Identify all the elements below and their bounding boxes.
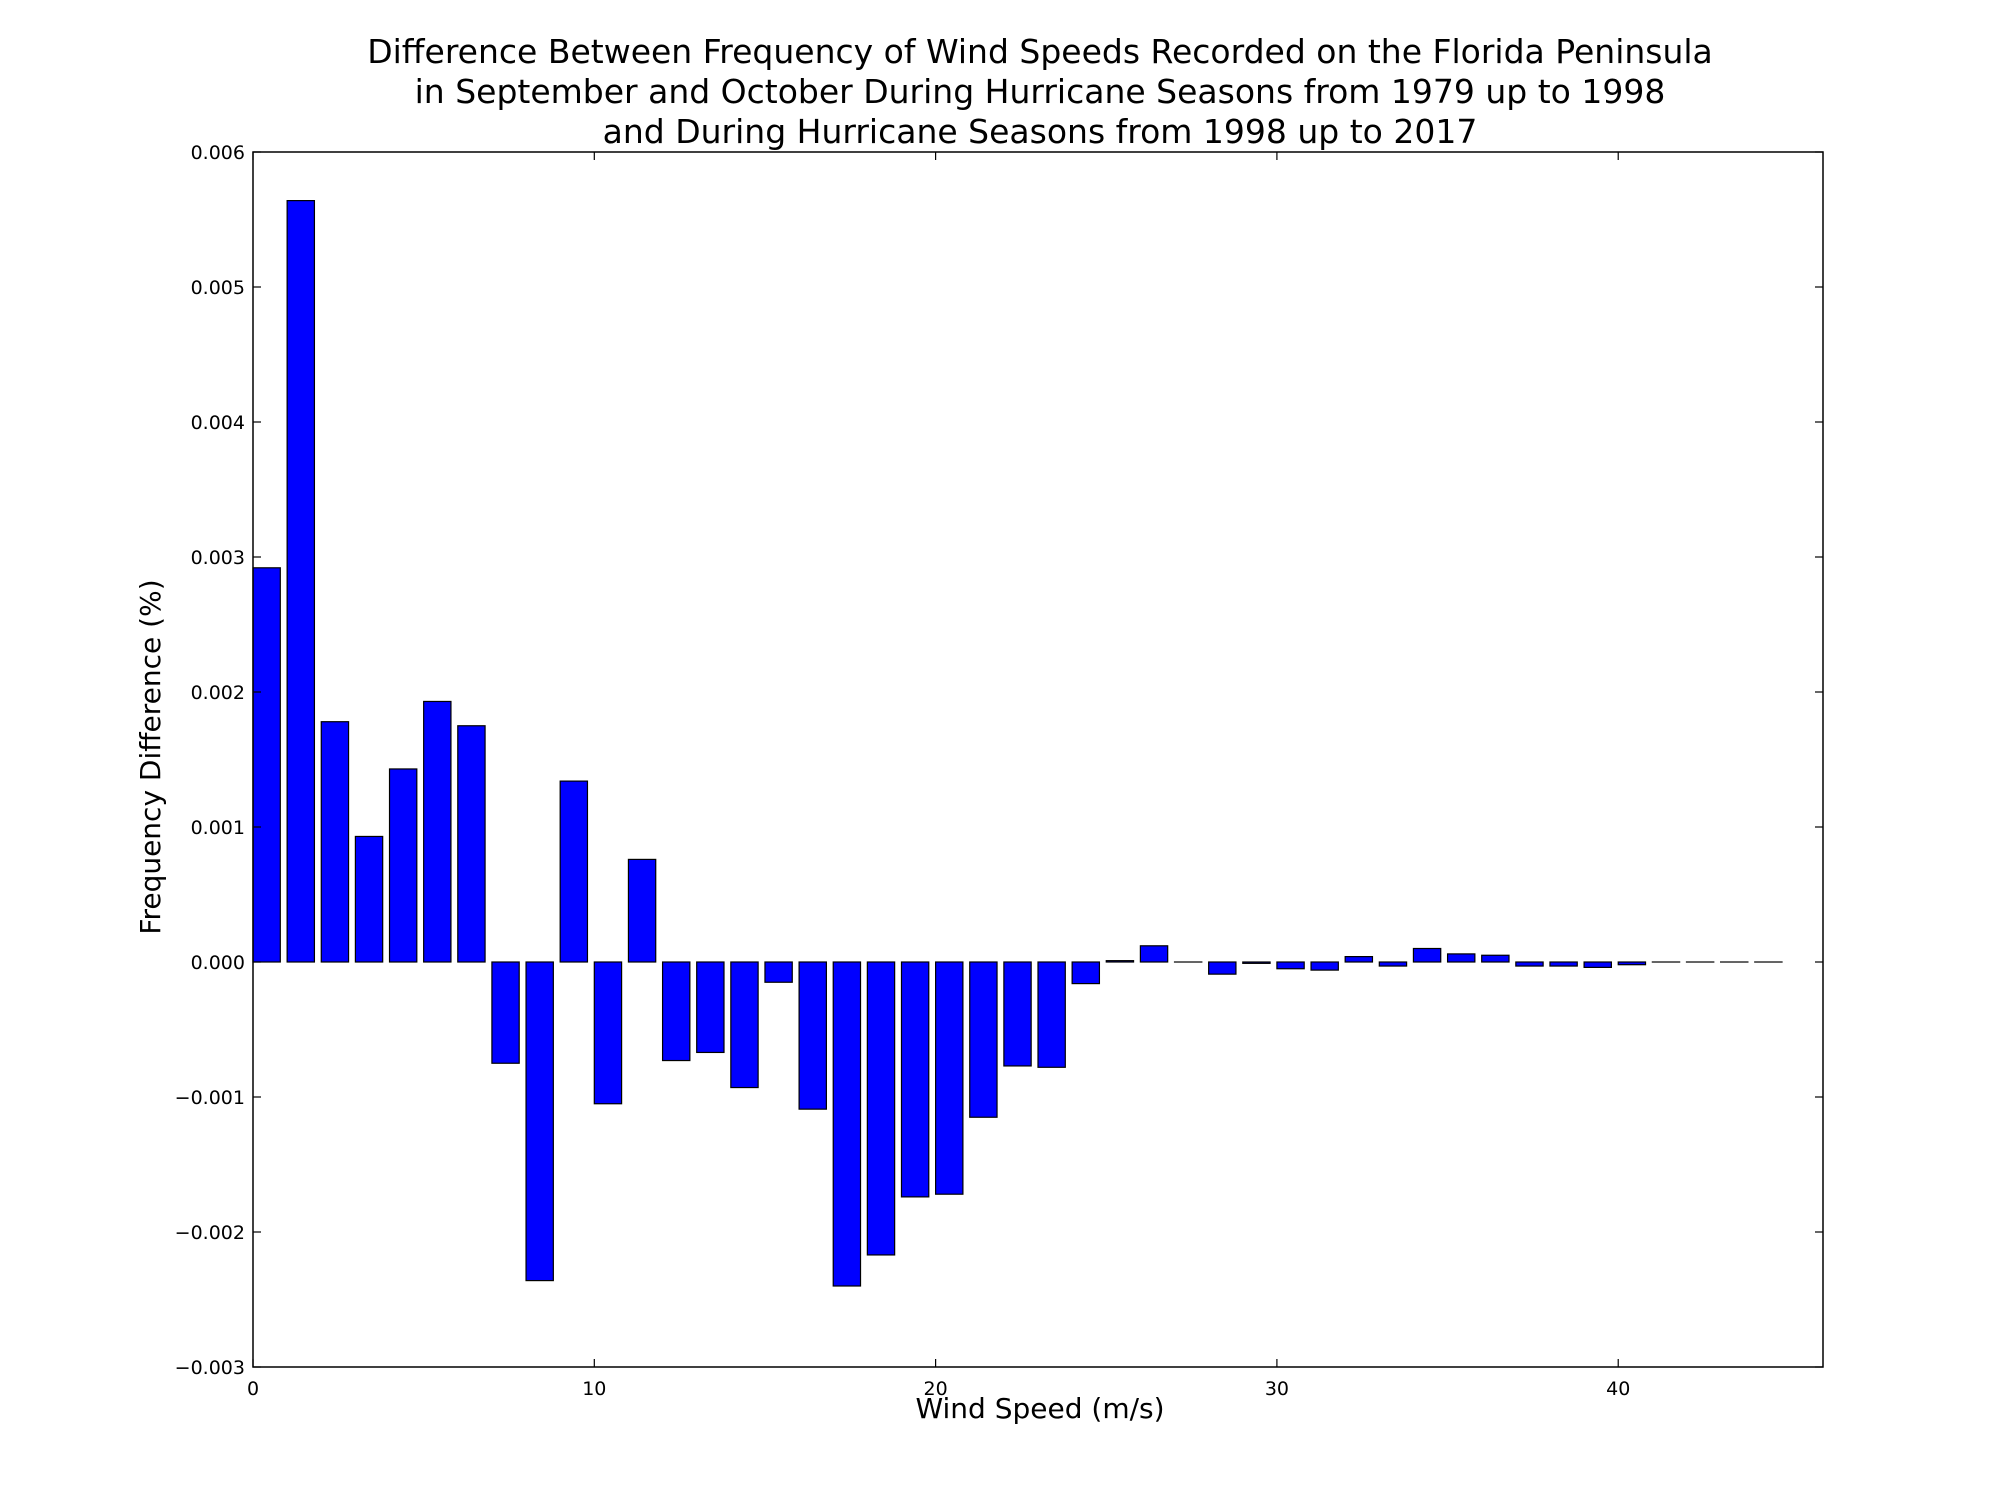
bar-25 [1105, 960, 1135, 963]
bar-26 [1139, 945, 1169, 963]
y-tick-label: 0.002 [191, 682, 245, 704]
bar-20 [935, 961, 964, 1195]
y-tick-label: −0.001 [175, 1087, 245, 1109]
bar-13 [696, 961, 725, 1054]
bar-8 [525, 961, 554, 1282]
y-tick-label: 0.005 [191, 277, 245, 299]
bar-11 [627, 858, 657, 963]
chart-title-line-3: and During Hurricane Seasons from 1998 u… [603, 112, 1478, 151]
bar-40 [1617, 961, 1647, 966]
bar-31 [1310, 961, 1339, 971]
bar-15 [764, 961, 793, 983]
chart-title-line-1: Difference Between Frequency of Wind Spe… [367, 32, 1713, 71]
y-tick-label: 0.003 [191, 547, 245, 569]
chart-title: Difference Between Frequency of Wind Spe… [367, 32, 1713, 151]
bar-23 [1037, 961, 1066, 1068]
bar-21 [969, 961, 998, 1118]
bar-29 [1242, 961, 1271, 964]
x-tick-label: 30 [1265, 1378, 1289, 1400]
bar-34 [1412, 947, 1442, 963]
chart-title-line-2: in September and October During Hurrican… [415, 72, 1666, 111]
bar-16 [798, 961, 827, 1110]
y-tick-label: 0.006 [191, 142, 245, 164]
y-axis-label: Frequency Difference (%) [134, 579, 167, 934]
y-tick-label: 0.000 [191, 952, 245, 974]
bar-7 [491, 961, 520, 1064]
bar-19 [900, 961, 930, 1198]
bar-12 [661, 961, 691, 1062]
x-tick-label: 0 [247, 1378, 259, 1400]
y-tick-label: 0.004 [191, 412, 245, 434]
bar-33 [1378, 961, 1408, 967]
y-tick-label: −0.002 [175, 1222, 245, 1244]
bar-39 [1583, 961, 1612, 969]
bar-37 [1515, 961, 1544, 967]
y-tick-label: −0.003 [175, 1357, 245, 1379]
bar-30 [1276, 961, 1305, 970]
bar-35 [1446, 953, 1476, 963]
bar-2 [320, 721, 350, 963]
y-tick-label: 0.001 [191, 817, 245, 839]
bar-1 [286, 200, 316, 963]
bar-14 [730, 961, 759, 1089]
bars-group [252, 200, 1783, 1287]
bar-22 [1003, 961, 1032, 1067]
bar-6 [457, 725, 486, 963]
bar-24 [1071, 961, 1101, 985]
ticks-group: −0.003 −0.002 −0.001 0.000 0.001 0.002 0.003 0.… [175, 142, 1823, 1400]
bar-3 [354, 835, 384, 963]
bar-5 [423, 700, 452, 963]
bar-9 [559, 780, 589, 963]
bar-28 [1208, 961, 1237, 975]
bar-10 [593, 961, 623, 1105]
bar-32 [1344, 955, 1374, 963]
x-tick-label: 10 [582, 1378, 606, 1400]
x-axis-label: Wind Speed (m/s) [915, 1392, 1164, 1425]
bar-38 [1549, 961, 1578, 967]
x-tick-label: 20 [924, 1378, 948, 1400]
bar-0 [252, 567, 281, 963]
bar-18 [866, 961, 896, 1256]
bar-36 [1481, 954, 1510, 963]
x-tick-label: 40 [1606, 1378, 1630, 1400]
bar-17 [832, 961, 862, 1287]
plot-area-frame [252, 151, 1824, 1368]
bar-4 [388, 768, 418, 963]
